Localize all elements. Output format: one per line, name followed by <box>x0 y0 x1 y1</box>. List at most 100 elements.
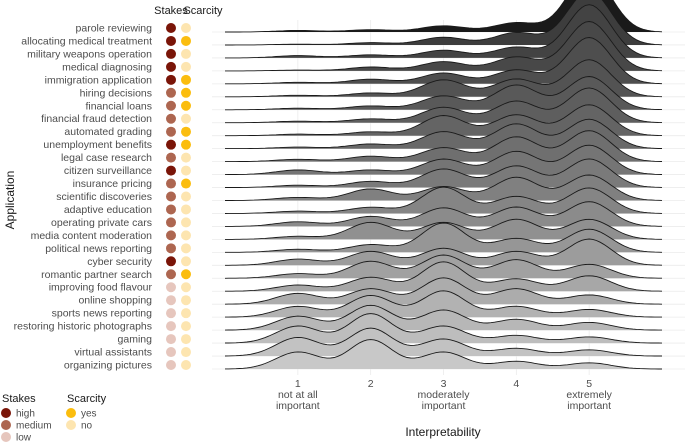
legend-label: high <box>16 409 35 420</box>
row-label: immigration application <box>45 74 153 86</box>
row-label: hiring decisions <box>80 87 152 99</box>
row-label: automated grading <box>64 126 152 138</box>
scarcity-dot <box>181 295 191 306</box>
row-label: scientific discoveries <box>56 191 152 203</box>
stakes-dot <box>166 256 176 267</box>
row-label: gaming <box>118 334 153 346</box>
x-tick-label: 4 <box>513 378 519 390</box>
scarcity-dot <box>181 178 191 189</box>
stakes-column-header: Stakes <box>154 5 188 17</box>
row-label: restoring historic photographs <box>14 321 152 333</box>
scarcity-dot <box>181 48 191 59</box>
stakes-dot <box>166 334 176 345</box>
stakes-dot <box>166 61 176 72</box>
ridge-fill-restoring-historic-photographs <box>225 305 662 331</box>
scarcity-dot <box>181 87 191 98</box>
ridge-line-legal-case-research <box>225 130 663 163</box>
ridge-fill-financial-loans <box>225 76 662 110</box>
ridge-line-parole-reviewing <box>225 0 663 33</box>
scarcity-dot <box>181 256 191 267</box>
stakes-dot <box>166 308 176 319</box>
row-label: legal case research <box>61 152 152 164</box>
stakes-dot <box>166 23 176 33</box>
ridge-line-citizen-surveillance <box>224 144 663 176</box>
legend-key-yes <box>66 408 76 418</box>
scarcity-dot <box>181 74 191 85</box>
scarcity-dot <box>181 334 191 345</box>
ridge-fill-organizing-pictures <box>225 339 662 369</box>
scarcity-dot <box>181 61 191 72</box>
ridge-fill-operating-private-cars <box>225 201 662 227</box>
row-label: organizing pictures <box>64 360 152 372</box>
ridge-fill-insurance-pricing <box>225 158 662 188</box>
row-label: adaptive education <box>64 204 152 216</box>
scarcity-dot <box>181 113 191 124</box>
ridge-line-media-content-moderation <box>225 218 662 240</box>
legend-key-no <box>66 420 76 430</box>
x-tick-label: moderately <box>418 389 471 401</box>
stakes-dot <box>166 178 176 189</box>
ridge-line-restoring-historic-photographs <box>224 304 662 331</box>
x-tick-label: 2 <box>368 378 374 390</box>
ridge-fill-parole-reviewing <box>225 0 662 32</box>
ridge-line-financial-fraud-detection <box>225 87 663 124</box>
legend-label: low <box>16 433 32 443</box>
ridge-line-unemployment-benefits <box>225 118 662 150</box>
row-label: medical diagnosing <box>62 61 152 73</box>
stakes-dot <box>166 74 176 85</box>
ridge-line-organizing-pictures <box>225 339 662 370</box>
scarcity-dot <box>181 321 191 332</box>
row-dots <box>166 23 191 370</box>
x-tick-label: extremely <box>566 389 612 401</box>
legend-label: medium <box>16 421 52 432</box>
stakes-dot <box>166 360 176 370</box>
stakes-dot <box>166 347 176 358</box>
row-label: parole reviewing <box>76 23 153 35</box>
ridge-fill-improving-food-flavour <box>225 261 662 292</box>
row-label: financial fraud detection <box>41 113 152 125</box>
ridge-line-automated-grading <box>225 104 663 137</box>
stakes-dot <box>166 282 176 293</box>
stakes-dot <box>166 217 176 228</box>
ridge-fill-sports-news-reporting <box>225 290 662 318</box>
x-tick-label: 5 <box>586 378 592 390</box>
x-tick-label: important <box>567 400 611 412</box>
stakes-dot <box>166 48 176 59</box>
row-label: sports news reporting <box>52 308 153 320</box>
ridge-line-operating-private-cars <box>225 201 662 227</box>
x-axis-title: Interpretability <box>405 425 480 439</box>
ridge-line-allocating-medical-treatment <box>225 0 663 46</box>
row-label: citizen surveillance <box>64 165 152 177</box>
scarcity-column-header: Scarcity <box>183 5 223 17</box>
ridge-fill-political-news-reporting <box>225 223 662 253</box>
row-label: improving food flavour <box>49 282 153 294</box>
x-tick-label: 1 <box>295 378 301 390</box>
ridge-line-medical-diagnosing <box>225 21 663 72</box>
ridge-fill-gaming <box>225 313 662 344</box>
row-label: media content moderation <box>31 230 153 242</box>
row-label: political news reporting <box>45 243 152 255</box>
stakes-dot <box>166 230 176 241</box>
ridge-line-insurance-pricing <box>225 158 663 188</box>
ridge-line-hiring-decisions <box>225 59 663 98</box>
scarcity-dot <box>181 360 191 370</box>
stakes-dot <box>166 243 176 254</box>
ridge-line-immigration-application <box>225 37 663 85</box>
x-tick-label: important <box>276 400 320 412</box>
ridge-line-military-weapons-operation <box>225 4 663 59</box>
scarcity-dot <box>181 217 191 228</box>
row-label: allocating medical treatment <box>21 35 152 47</box>
scarcity-dot <box>181 23 191 33</box>
ridge-line-online-shopping <box>224 277 663 305</box>
ridge-fill-military-weapons-operation <box>225 4 662 58</box>
stakes-dot <box>166 100 176 111</box>
x-tick-label: 3 <box>441 378 447 390</box>
row-label: financial loans <box>85 100 152 112</box>
x-tick-label: not at all <box>278 389 318 401</box>
stakes-dot <box>166 191 176 202</box>
legend-title: Stakes <box>2 393 36 405</box>
